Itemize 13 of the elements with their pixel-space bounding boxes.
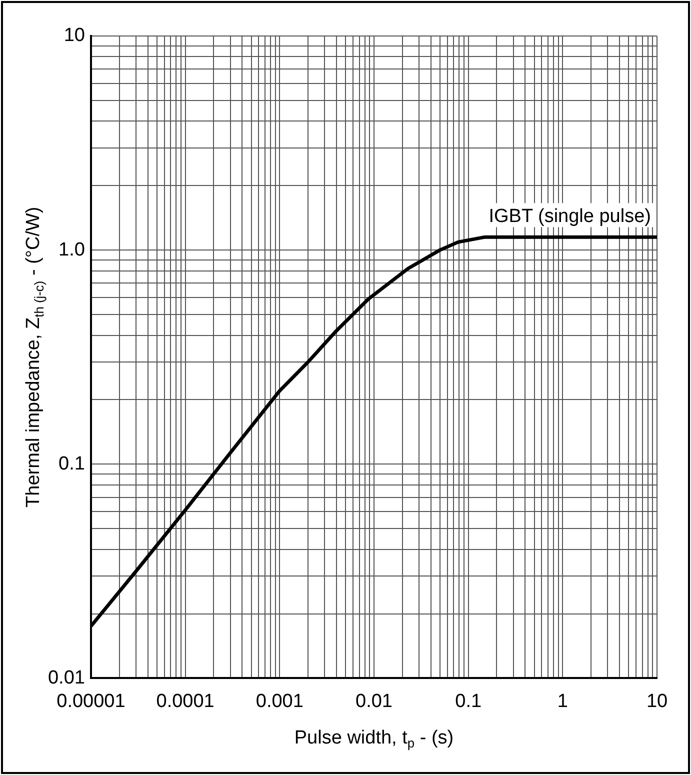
x-tick-label: 0.1 (455, 690, 482, 712)
y-axis-title: Thermal impedance, Zth (j-c) - (°C/W) (23, 206, 46, 508)
y-tick-label: 0.01 (48, 667, 85, 688)
x-tick-label: 10 (646, 690, 668, 712)
y-tick-label: 10 (64, 25, 85, 46)
x-tick-label: 0.001 (256, 690, 304, 712)
y-tick-label: 0.1 (58, 453, 85, 474)
x-tick-label: 0.01 (356, 690, 392, 712)
series-label: IGBT (single pulse) (488, 206, 651, 227)
x-tick-label: 0.00001 (56, 690, 126, 712)
x-tick-label: 1 (557, 690, 568, 712)
y-tick-label: 1.0 (58, 239, 85, 260)
x-tick-label: 0.0001 (156, 690, 214, 712)
